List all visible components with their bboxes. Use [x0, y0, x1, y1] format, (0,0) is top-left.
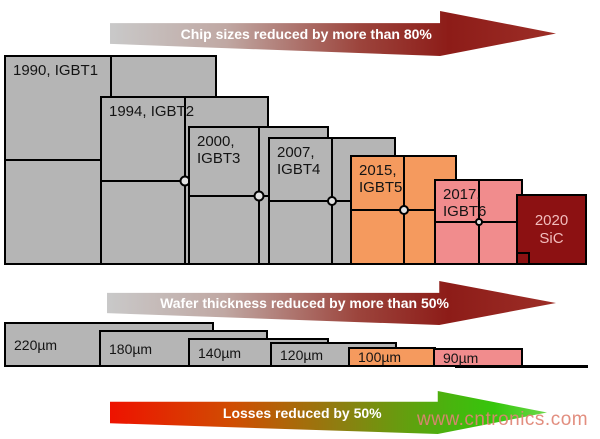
gate-pad-circle	[398, 205, 409, 215]
chip-sizes-arrow-label: Chip sizes reduced by more than 80%	[180, 25, 432, 42]
chip-igbt3-label: 2000, IGBT3	[197, 133, 241, 168]
losses-arrow-label: Losses reduced by 50%	[222, 404, 382, 421]
chip-sic-label: 2020 SiC	[534, 211, 569, 247]
chip-sic: 2020 SiC	[516, 194, 587, 265]
chip-igbt1-label: 1990, IGBT1	[13, 62, 99, 79]
chip-igbt2-label: 1994, IGBT2	[109, 103, 195, 120]
wafer-bar-120-label: 120µm	[280, 346, 324, 363]
wafer-bar-100: 100µm	[348, 347, 436, 367]
chip-sizes-arrow: Chip sizes reduced by more than 80%	[110, 11, 556, 56]
wafer-bar-90: 90µm	[433, 348, 523, 367]
gate-pad-circle	[253, 190, 264, 201]
chip-igbt5-label: 2015, IGBT5	[359, 162, 403, 197]
chip-igbt4-label: 2007, IGBT4	[277, 144, 321, 179]
watermark-text: www.cntronics.com	[417, 409, 589, 430]
chip-igbt6-label: 2017, IGBT6	[443, 186, 487, 221]
sic-corner-notch	[516, 252, 530, 265]
gate-pad-circle	[327, 196, 337, 206]
wafer-thickness-arrow-label: Wafer thickness reduced by more than 50%	[160, 295, 449, 311]
wafer-bar-140-label: 140µm	[198, 344, 242, 361]
wafer-bar-220-label: 220µm	[14, 336, 58, 353]
chip-igbt6: 2017, IGBT6	[434, 179, 523, 265]
wafer-bar-90-label: 90µm	[443, 349, 479, 366]
wafer-bar-180-label: 180µm	[109, 340, 153, 357]
wafer-thickness-arrow: Wafer thickness reduced by more than 50%	[107, 281, 556, 325]
wafer-bar-100-label: 100µm	[358, 349, 402, 365]
gate-pad-circle	[474, 218, 483, 226]
